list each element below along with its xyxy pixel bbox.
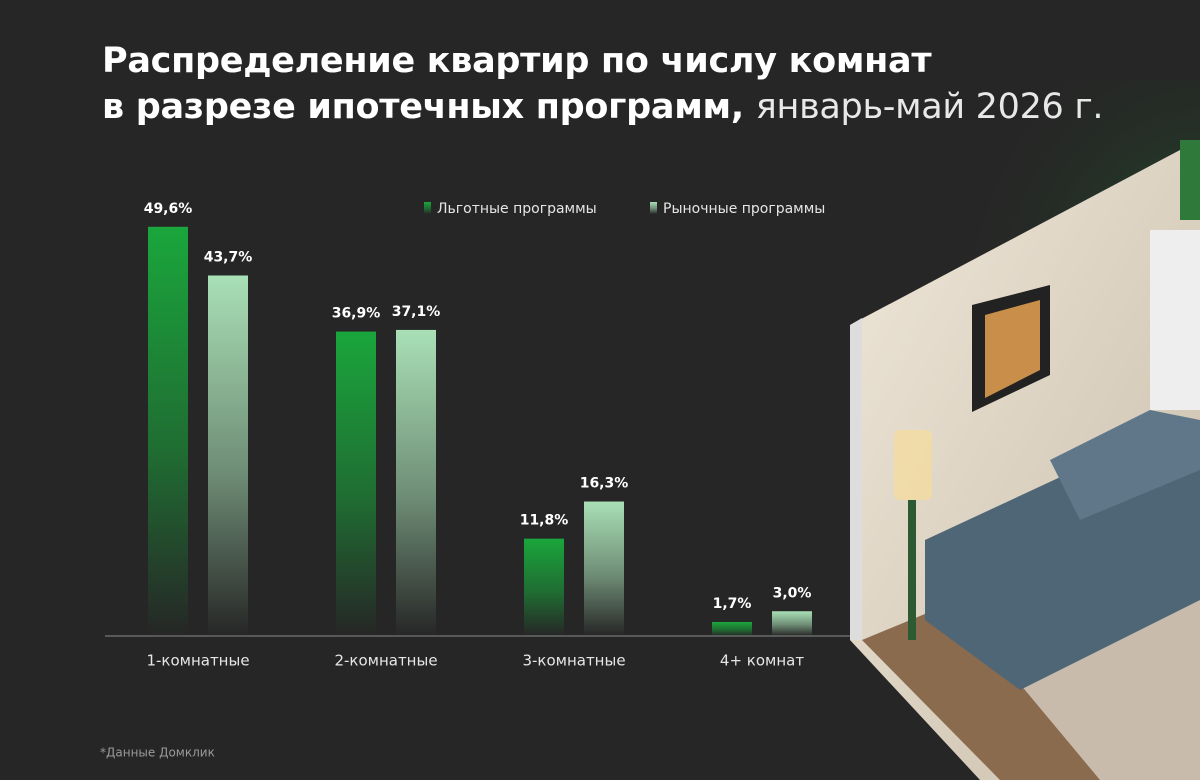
chart-title: Распределение квартир по числу комнат в р… <box>102 38 1104 130</box>
value-label: 43,7% <box>204 249 253 265</box>
footnote: *Данные Домклик <box>100 746 215 760</box>
legend-label: Льготные программы <box>437 201 597 217</box>
subtitle: январь-май 2026 г. <box>755 87 1104 127</box>
bar <box>208 275 248 636</box>
bar <box>772 611 812 636</box>
legend-swatch <box>424 202 431 214</box>
value-label: 1,7% <box>713 596 752 612</box>
value-label: 49,6% <box>144 201 193 217</box>
legend-label: Рыночные программы <box>663 201 825 217</box>
value-label: 36,9% <box>332 306 381 322</box>
bar <box>712 621 752 636</box>
value-label: 16,3% <box>580 476 629 492</box>
value-label: 37,1% <box>392 304 441 320</box>
value-label: 11,8% <box>520 513 569 529</box>
legend-swatch <box>650 202 657 214</box>
bar <box>584 501 624 636</box>
bar <box>524 538 564 636</box>
bar <box>396 329 436 636</box>
title-line: в разрезе ипотечных программ, <box>102 87 744 127</box>
title-line: Распределение квартир по числу комнат <box>102 41 932 81</box>
x-tick-label: 2-комнатные <box>334 652 437 670</box>
value-label: 3,0% <box>773 585 812 601</box>
bar <box>148 226 188 637</box>
x-tick-label: 3-комнатные <box>522 652 625 670</box>
bar <box>336 331 376 636</box>
x-tick-label: 4+ комнат <box>720 652 804 670</box>
room-illustration <box>760 80 1200 780</box>
x-tick-label: 1-комнатные <box>146 652 249 670</box>
